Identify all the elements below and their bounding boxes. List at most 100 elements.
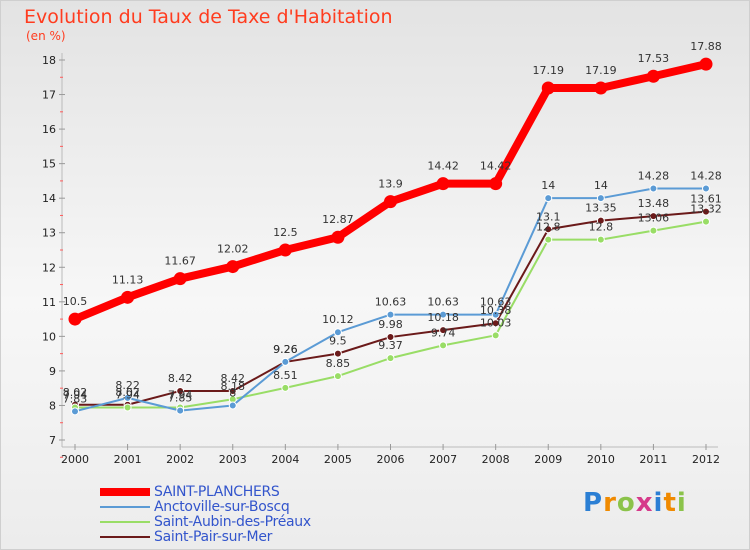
data-label: 8.18 <box>221 380 246 393</box>
logo-letter: o <box>616 488 636 518</box>
data-point <box>331 230 345 244</box>
data-point <box>228 401 237 410</box>
data-point <box>333 328 342 337</box>
data-label: 14.42 <box>427 160 459 173</box>
x-tick-label: 2005 <box>324 453 352 466</box>
data-point <box>176 406 185 415</box>
data-label: 8.22 <box>115 379 140 392</box>
legend-label: Anctoville-sur-Boscq <box>154 499 290 515</box>
data-label: 10.03 <box>480 316 512 329</box>
data-point <box>436 177 450 191</box>
data-point <box>702 207 710 216</box>
x-tick-label: 2007 <box>429 453 457 466</box>
y-tick-label: 10 <box>42 330 56 343</box>
data-point <box>281 383 290 392</box>
data-point <box>702 217 710 226</box>
data-point <box>123 403 132 412</box>
y-tick-label: 15 <box>42 158 56 171</box>
data-label: 17.19 <box>585 64 617 77</box>
data-label: 13.1 <box>536 210 561 223</box>
data-label: 11.13 <box>112 273 144 286</box>
legend-swatch <box>100 506 150 508</box>
y-tick-label: 13 <box>42 227 56 240</box>
logo-letter: r <box>603 488 617 518</box>
data-label: 8.42 <box>221 372 246 385</box>
data-label: 9.98 <box>378 318 403 331</box>
data-label: 13.48 <box>638 197 670 210</box>
data-label: 10.38 <box>480 304 512 317</box>
data-label: 13.9 <box>378 178 403 191</box>
data-point <box>489 177 503 191</box>
data-label: 9.26 <box>273 343 298 356</box>
y-tick-label: 17 <box>42 89 56 102</box>
data-point <box>649 226 658 235</box>
data-point <box>646 69 660 83</box>
data-label: 10.63 <box>427 296 459 309</box>
data-point <box>333 349 342 358</box>
data-point <box>649 212 658 221</box>
x-tick-label: 2000 <box>61 453 89 466</box>
x-tick-label: 2003 <box>219 453 247 466</box>
x-tick-label: 2002 <box>166 453 194 466</box>
data-label: 10.63 <box>375 296 407 309</box>
data-point <box>173 272 187 286</box>
data-label: 12.5 <box>273 226 298 239</box>
data-label: 14 <box>594 179 608 192</box>
data-label: 13.06 <box>638 212 670 225</box>
legend-swatch <box>100 536 150 538</box>
data-point <box>278 243 292 257</box>
x-tick-label: 2004 <box>271 453 299 466</box>
x-tick-label: 2010 <box>587 453 615 466</box>
data-point <box>541 81 555 95</box>
data-label: 14.28 <box>638 170 670 183</box>
data-point <box>281 357 290 366</box>
data-point <box>386 354 395 363</box>
data-label: 8.51 <box>273 369 298 382</box>
legend-item-anctoville: Anctoville-sur-Boscq <box>100 499 360 515</box>
data-label: 10.63 <box>480 296 512 309</box>
data-label: 17.88 <box>690 40 722 53</box>
data-point <box>594 81 608 95</box>
data-label: 7.85 <box>168 392 193 405</box>
data-label: 9.37 <box>378 339 403 352</box>
y-tick-label: 7 <box>49 434 56 447</box>
data-label: 14.42 <box>480 160 512 173</box>
data-label: 10.18 <box>427 311 459 324</box>
data-point <box>596 235 605 244</box>
chart-subtitle: (en %) <box>26 29 66 43</box>
data-point <box>491 319 500 328</box>
data-label: 9.5 <box>329 335 347 348</box>
data-point <box>228 386 237 395</box>
legend-label: SAINT-PLANCHERS <box>154 484 280 500</box>
x-tick-label: 2008 <box>482 453 510 466</box>
data-label: 10.12 <box>322 313 354 326</box>
data-point <box>649 184 658 193</box>
data-point <box>699 57 713 71</box>
logo-letter: x <box>635 488 654 518</box>
data-label: 17.53 <box>638 52 670 65</box>
legend-label: Saint-Pair-sur-Mer <box>154 529 273 545</box>
data-label: 10.5 <box>63 295 88 308</box>
data-label: 7.94 <box>168 389 193 402</box>
y-tick-label: 8 <box>49 399 56 412</box>
legend-item-saint-pair: Saint-Pair-sur-Mer <box>100 529 360 545</box>
data-point <box>386 333 395 342</box>
data-point <box>384 195 397 209</box>
y-tick-label: 18 <box>42 54 56 67</box>
data-point <box>121 290 135 304</box>
y-tick-label: 11 <box>42 296 56 309</box>
data-label: 9.26 <box>273 343 298 356</box>
data-point <box>544 194 553 203</box>
y-tick-label: 16 <box>42 123 56 136</box>
data-label: 8 <box>229 386 236 399</box>
data-point <box>702 184 710 193</box>
data-label: 13.35 <box>585 202 617 215</box>
data-label: 11.67 <box>164 255 196 268</box>
data-point <box>544 225 553 234</box>
legend-item-saint-planchers: SAINT-PLANCHERS <box>100 484 360 500</box>
legend-swatch <box>100 488 150 496</box>
data-label: 8.85 <box>326 357 351 370</box>
data-point <box>333 372 342 381</box>
